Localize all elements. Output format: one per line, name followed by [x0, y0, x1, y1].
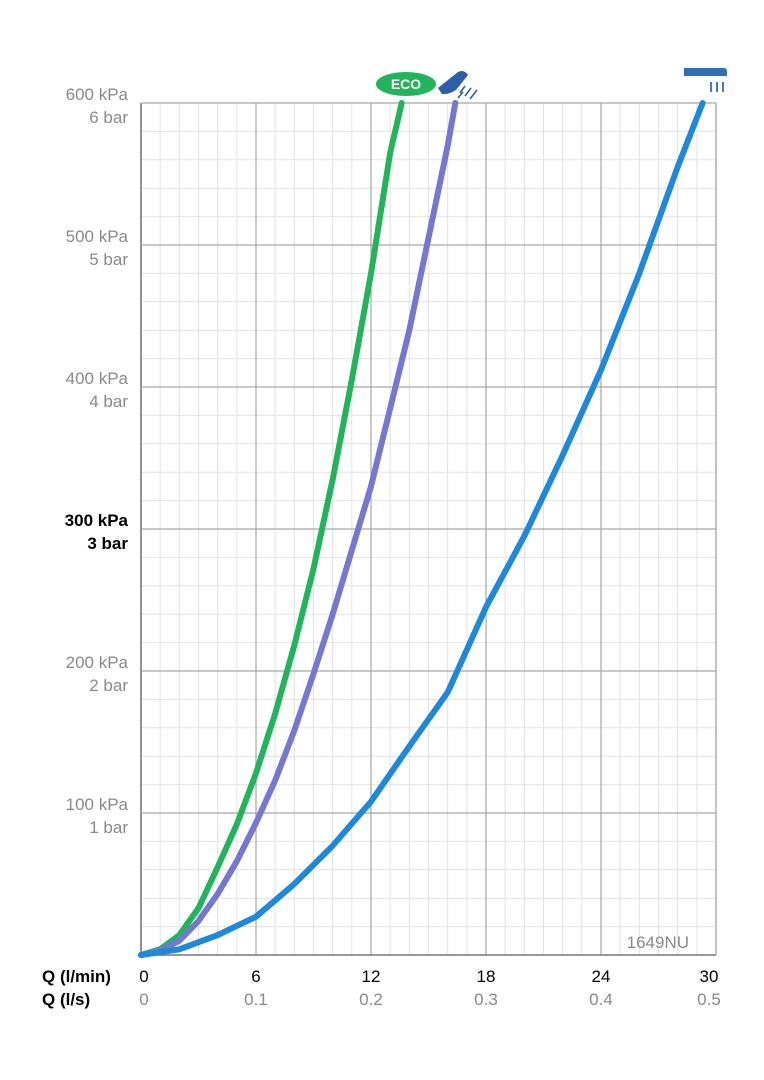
y-tick-label-kpa: 600 kPa — [66, 85, 129, 104]
y-tick-label-kpa: 500 kPa — [66, 227, 129, 246]
x-tick-label-lmin: 24 — [592, 967, 611, 986]
y-tick-label-kpa: 200 kPa — [66, 653, 129, 672]
svg-text:ECO: ECO — [391, 76, 421, 92]
series-line-1 — [138, 100, 459, 958]
x-tick-label-ls: 0 — [139, 990, 148, 1009]
series-line-0 — [138, 100, 405, 958]
y-tick-label-kpa: 300 kPa — [65, 511, 129, 530]
y-tick-label-bar: 2 bar — [89, 676, 128, 695]
shower-head-spray-icon — [438, 71, 478, 100]
y-axis-labels: 600 kPa 6 bar 500 kPa 5 bar 400 kPa 4 bar 300 … — [65, 85, 129, 837]
series-line-2 — [138, 100, 706, 958]
x-tick-label-ls: 0.1 — [244, 990, 268, 1009]
x-tick-label-lmin: 6 — [251, 967, 260, 986]
x-tick-label-lmin: 18 — [477, 967, 496, 986]
y-tick-label-kpa: 400 kPa — [66, 369, 129, 388]
x-tick-label-ls: 0.5 — [697, 990, 721, 1009]
y-tick-label-bar: 3 bar — [87, 534, 128, 553]
x-axis-label-primary: Q (l/min) — [42, 967, 111, 986]
x-tick-label-ls: 0.2 — [359, 990, 383, 1009]
y-tick-label-kpa: 100 kPa — [66, 795, 129, 814]
y-tick-label-bar: 6 bar — [89, 108, 128, 127]
x-axis-labels: 0 0 6 0.1 12 0.2 18 0.3 24 0.4 30 0.5 — [139, 967, 721, 1009]
major-grid — [140, 102, 717, 956]
y-tick-label-bar: 4 bar — [89, 392, 128, 411]
y-tick-label-bar: 5 bar — [89, 250, 128, 269]
x-tick-label-lmin: 30 — [700, 967, 719, 986]
x-tick-label-ls: 0.3 — [474, 990, 498, 1009]
x-axis-label-secondary: Q (l/s) — [42, 990, 90, 1009]
overhead-shower-icon — [684, 68, 727, 92]
series-layer — [138, 100, 706, 958]
x-tick-label-lmin: 12 — [362, 967, 381, 986]
y-tick-label-bar: 1 bar — [89, 818, 128, 837]
product-code: 1649NU — [627, 933, 689, 952]
eco-badge-icon: ECO — [376, 72, 436, 96]
x-tick-label-lmin: 0 — [139, 967, 148, 986]
x-tick-label-ls: 0.4 — [589, 990, 613, 1009]
